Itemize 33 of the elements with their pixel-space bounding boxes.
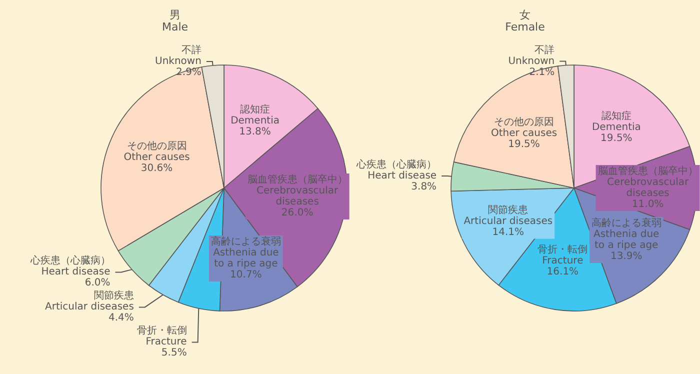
data-label: 13.8% (239, 126, 271, 138)
slice-label: 関節疾患 Articular diseases (464, 204, 553, 227)
slice-label: 認知症 Dementia (230, 104, 280, 127)
slice-label: 不詳 Unknown (155, 44, 202, 68)
slice-label: その他の原因 Other causes (124, 140, 190, 163)
data-label: 30.6% (140, 162, 173, 174)
slice-label: 脳血管疾患（脳卒中） Cerebrovascular diseases (247, 173, 348, 208)
slice-label: 高齢による衰弱 Asthenia due to a ripe age (591, 217, 662, 252)
slice-label: 骨折・転倒 Fracture (136, 324, 187, 348)
data-label: 2.1% (529, 66, 555, 78)
slice-label: 心疾患（心臓病） Heart disease (29, 254, 110, 278)
slice-label: 脳血管疾患（脳卒中） Cerebrovascular diseases (598, 165, 698, 199)
data-label: 19.5% (600, 133, 632, 144)
slice-label: 認知症 Dementia (592, 110, 641, 134)
data-label: 6.0% (84, 278, 110, 289)
data-label: 16.1% (546, 266, 579, 278)
slice-label: 関節疾患 Articular diseases (45, 290, 134, 313)
data-label: 10.7% (230, 269, 262, 280)
chart-title: 女 Female (505, 8, 546, 34)
slice-label: 骨折・転倒 Fracture (538, 243, 588, 266)
slice-label: 心疾患（心臓病） Heart disease (356, 158, 437, 182)
slice-label: 高齢による衰弱 Asthenia due to a ripe age (210, 235, 281, 270)
data-label: 11.0% (632, 199, 664, 210)
data-label: 14.1% (492, 226, 524, 238)
data-label: 4.4% (108, 312, 134, 324)
data-label: 19.5% (508, 139, 540, 150)
data-label: 3.8% (411, 182, 437, 193)
chart-title: 男 Male (162, 8, 188, 34)
slice-label: その他の原因 Other causes (490, 116, 558, 140)
data-label: 5.5% (161, 348, 187, 359)
data-label: 13.9% (610, 251, 642, 262)
data-label: 26.0% (281, 207, 314, 218)
slice-label: 不詳 Unknown (508, 44, 555, 67)
